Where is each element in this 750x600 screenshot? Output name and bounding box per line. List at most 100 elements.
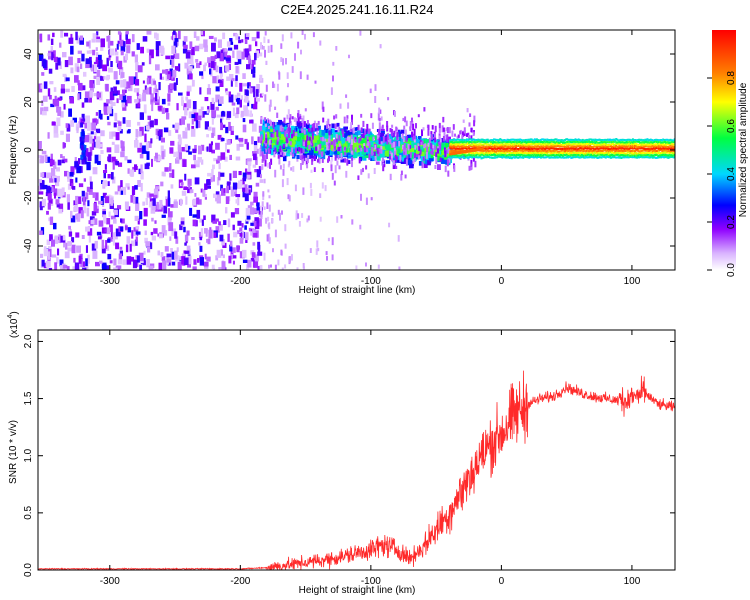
spectrogram-band-cell [276, 139, 279, 145]
spectrogram-band-cell [362, 120, 365, 127]
spectrogram-band-cell [342, 130, 345, 138]
spectrogram-line-cell [474, 145, 477, 148]
spectrogram-band-cell [448, 127, 451, 134]
spectrogram-noise-cell [120, 141, 125, 149]
spectrogram-noise-cell [280, 43, 283, 49]
spectrogram-line-cell [497, 150, 500, 153]
spectrogram-noise-cell [127, 227, 132, 233]
spectrogram-noise-cell [310, 189, 313, 196]
spectrogram-noise-cell [76, 213, 81, 222]
spectrogram-noise-cell [179, 152, 182, 160]
spectrogram-line-cell [455, 150, 458, 153]
spectrogram-noise-cell [94, 154, 100, 164]
spectrogram-noise-cell [236, 107, 240, 115]
spectrogram-noise-cell [140, 183, 143, 192]
spectrogram-line-cell [534, 155, 537, 158]
spectrogram-noise-cell [64, 75, 67, 82]
spectrogram-noise-cell [241, 39, 244, 43]
spectrogram-noise-cell [285, 58, 287, 65]
spectrogram-noise-cell [119, 250, 123, 257]
spectrogram-band-cell [295, 132, 298, 136]
spectrogram-noise-cell [229, 244, 233, 252]
spectrogram-line-cell [495, 138, 498, 141]
spectrogram-noise-cell [67, 241, 72, 247]
spectrogram-noise-cell [221, 110, 225, 116]
spectrogram-noise-cell [140, 46, 144, 54]
spectrogram-band-cell [352, 128, 355, 134]
spectrogram-band-cell [272, 136, 277, 140]
spectrogram-noise-cell [204, 111, 209, 115]
spectrogram-noise-cell [204, 62, 208, 66]
spectrogram-line-cell [495, 150, 498, 153]
spectrogram-band-cell [446, 159, 449, 167]
spectrogram-line-cell [449, 154, 452, 157]
spectrogram-noise-cell [158, 262, 163, 270]
spectrogram-noise-cell [146, 30, 152, 35]
spectrogram-noise-cell [154, 220, 157, 224]
spectrogram-noise-cell [80, 63, 83, 69]
spectrogram-line-cell [485, 143, 488, 146]
spectrogram-line-cell [542, 141, 545, 144]
spectrogram-band-cell [379, 132, 385, 138]
spectrogram-noise-cell [244, 95, 249, 103]
spectrogram-noise-cell [246, 215, 251, 220]
spectrogram-line-cell [537, 147, 540, 150]
spectrogram-line-cell [461, 141, 464, 144]
spectrogram-line-cell [519, 154, 522, 157]
spectrogram-band-cell [439, 141, 442, 146]
spectrogram-line-cell [530, 138, 533, 141]
spectrogram-noise-cell [173, 40, 178, 48]
spectrogram-noise-cell [281, 210, 283, 215]
spectrogram-noise-cell [220, 249, 223, 256]
spectrogram-line-cell [511, 143, 514, 146]
spectrogram-band-cell [321, 151, 324, 157]
spectrogram-line-cell [587, 143, 589, 145]
spectrogram-noise-cell [71, 244, 76, 254]
spectrogram-noise-cell [63, 103, 66, 110]
spectrogram-line-cell [528, 148, 531, 151]
spectrogram-band-cell [287, 131, 290, 138]
spectrogram-noise-cell [113, 267, 118, 270]
spectrogram-noise-cell [249, 87, 253, 94]
spectrogram-band-cell [310, 139, 313, 144]
spectrogram-noise-cell [146, 192, 151, 198]
spectrogram-noise-cell [316, 240, 319, 248]
spectrogram-noise-cell [153, 80, 156, 85]
spectrogram-band-cell [396, 134, 399, 140]
spectrogram-noise-cell [317, 247, 320, 252]
spectrogram-noise-cell [245, 168, 248, 176]
spectrogram-band-cell [442, 135, 445, 142]
spectrogram-line-cell [495, 148, 498, 151]
spectrogram-band-cell [299, 129, 303, 134]
spectrogram-noise-cell [218, 163, 221, 170]
spectrogram-noise-cell [208, 35, 214, 39]
spectrogram-line-cell [511, 149, 514, 152]
spectrogram-line-cell [589, 138, 592, 141]
spectrogram-noise-cell [251, 37, 257, 42]
spectrogram-noise-cell [78, 121, 82, 128]
spectrogram-band-cell [292, 130, 295, 137]
spectrogram-band-cell [470, 135, 473, 141]
spectrogram-noise-cell [158, 82, 161, 91]
spectrogram-line-cell [530, 152, 533, 154]
spectrogram-noise-cell [178, 30, 181, 40]
spectrogram-noise-cell [283, 150, 286, 156]
spectrogram-band-cell [404, 174, 407, 179]
spectrogram-noise-cell [114, 191, 119, 195]
spectrogram-band-cell [313, 120, 316, 125]
spectrogram-noise-cell [212, 175, 215, 182]
spectrogram-band-cell [378, 143, 382, 149]
spectrogram-noise-cell [225, 126, 229, 134]
spectrogram-band-cell [440, 158, 446, 164]
spectrogram-line-cell [504, 140, 507, 143]
spectrogram-noise-cell [127, 168, 130, 174]
spectrogram-band-cell [397, 131, 401, 138]
spectrogram-band-cell [277, 136, 280, 142]
spectrogram-band-cell [264, 159, 267, 167]
spectrogram-band-cell [276, 144, 280, 149]
spectrogram-noise-cell [107, 40, 111, 49]
spectrogram-noise-cell [248, 44, 252, 52]
spectrogram-noise-cell [120, 151, 125, 158]
spectrogram-band-cell [385, 160, 391, 164]
spectrogram-band-cell [288, 117, 291, 124]
